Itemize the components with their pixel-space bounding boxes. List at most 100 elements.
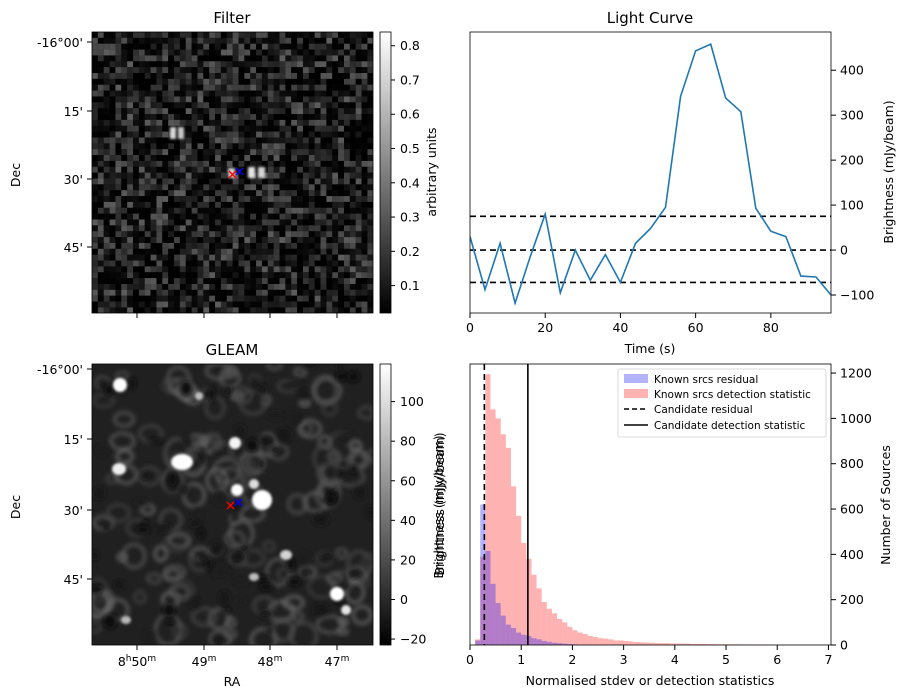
residual-bar [551, 642, 558, 645]
histogram-y-tick-label-0: 0 [840, 638, 848, 653]
histogram-candidate-lines [483, 364, 529, 645]
residual-bar [567, 644, 573, 645]
gleam-ra-tick-3: 47m [325, 654, 350, 669]
filter-red-x-marker [228, 170, 237, 179]
filter-noise-texture [92, 32, 373, 313]
gleam-dec-tick-2: 30' [64, 503, 83, 518]
detection-bar [551, 613, 558, 645]
light-curve-x-tick-label-2: 40 [612, 320, 628, 335]
detection-bar [608, 639, 614, 645]
light-curve-ylabel: Brightness (mJy/beam) [881, 100, 896, 243]
residual-bar [526, 635, 532, 645]
filter-ra-tick-marks [136, 313, 338, 318]
filter-colorbar-ticks: 0.1 0.2 0.3 0.4 0.5 0.6 0.7 0.8 [391, 38, 420, 293]
filter-dec-tick-1: 15' [64, 104, 83, 119]
light-curve-y-tick-label-1: 0 [840, 243, 848, 258]
histogram-y-ticks: 0 200 400 600 800 1000 1200 [831, 366, 872, 653]
histogram-bars [475, 374, 829, 645]
detection-bar [664, 643, 670, 645]
light-curve-series [470, 42, 831, 306]
detection-bar [623, 640, 629, 645]
residual-bar [546, 641, 552, 645]
detection-bar [695, 643, 701, 645]
detection-bar [500, 434, 506, 645]
detection-bar [669, 643, 675, 645]
legend-label-candidate-detection: Candidate detection statistic [654, 420, 806, 432]
gleam-dec-tick-3: 45' [64, 572, 83, 587]
filter-colorbar [379, 31, 392, 314]
residual-bar [557, 643, 563, 645]
light-curve-x-tick-label-4: 80 [763, 320, 779, 335]
filter-blue-x-marker [235, 167, 244, 176]
detection-bar [644, 642, 650, 645]
filter-cb-tick-0: 0.1 [400, 278, 420, 293]
detection-bar [659, 643, 665, 645]
detection-bar [685, 643, 691, 645]
detection-bar [587, 635, 593, 645]
light-curve-y-ticks: −100 0 100 200 300 400 [831, 63, 874, 303]
gleam-dec-tick-1: 15' [64, 432, 83, 447]
residual-bar [510, 628, 517, 645]
filter-cb-tick-1: 0.2 [400, 244, 420, 259]
gleam-cb-tick-0: −20 [400, 632, 426, 647]
detection-bar [710, 644, 716, 645]
filter-cb-tick-4: 0.5 [400, 141, 420, 156]
gleam-cb-tick-3: 40 [400, 513, 416, 528]
detection-bar [480, 556, 486, 645]
histogram-x-tick-label-6: 6 [773, 652, 781, 667]
filter-dec-tick-0: -16°00' [37, 35, 83, 50]
filter-panel: Filter -16°00' 15' 30' 45' [8, 9, 439, 318]
filter-ylabel: Dec [8, 163, 23, 187]
residual-bar [490, 583, 496, 645]
residual-bar [505, 624, 511, 645]
histogram-y-tick-label-2: 400 [840, 547, 864, 562]
histogram-x-tick-label-4: 4 [671, 652, 679, 667]
gleam-cb-tick-4: 60 [400, 473, 416, 488]
gleam-xlabel: RA [224, 674, 241, 689]
gleam-colorbar-ticks: −20 0 20 40 60 80 100 [391, 394, 426, 647]
gleam-ra-ticks: 8h50m 49m 48m 47m [118, 645, 350, 669]
gleam-ra-tick-2: 48m [258, 654, 283, 669]
filter-dec-tick-2: 30' [64, 172, 83, 187]
legend-label-candidate-residual: Candidate residual [654, 404, 753, 416]
histogram-y-tick-label-6: 1200 [840, 366, 872, 381]
histogram-y-tick-label-3: 600 [840, 502, 864, 517]
residual-bar [475, 640, 481, 645]
residual-bar [531, 638, 537, 645]
filter-cb-tick-7: 0.8 [400, 38, 420, 53]
detection-bar [572, 630, 578, 645]
legend-swatch-detection [624, 389, 648, 398]
histogram-x-ticks: 0 1 2 3 4 5 6 7 [466, 645, 832, 667]
histogram-y-tick-label-1: 200 [840, 592, 864, 607]
residual-bar [480, 504, 486, 645]
histogram-y-tick-label-5: 1000 [840, 411, 872, 426]
detection-bar [475, 639, 481, 645]
histogram-x-tick-label-5: 5 [722, 652, 730, 667]
legend-swatch-residual [624, 374, 648, 383]
gleam-background-texture [92, 364, 373, 645]
detection-bar [705, 644, 711, 645]
residual-bar [536, 639, 542, 645]
gleam-dec-tick-0: -16°00' [37, 362, 83, 377]
legend-label-residual: Known srcs residual [654, 374, 758, 386]
detection-bar [485, 374, 491, 645]
light-curve-x-tick-label-3: 60 [688, 320, 704, 335]
gleam-dec-ticks: -16°00' 15' 30' 45' [37, 362, 92, 587]
gleam-colorbar [379, 363, 392, 646]
histogram-x-tick-label-1: 1 [517, 652, 525, 667]
residual-bar [485, 550, 491, 645]
histogram-chart: 0 1 2 3 4 5 6 7 0 200 400 600 800 1000 1200 Normalise… [431, 363, 893, 688]
histogram-x-tick-label-0: 0 [466, 652, 474, 667]
light-curve-threshold-lines [470, 215, 831, 284]
filter-cb-tick-6: 0.7 [400, 72, 420, 87]
detection-bar [598, 638, 604, 645]
histogram-y-tick-label-4: 800 [840, 456, 864, 471]
gleam-cb-tick-6: 100 [400, 394, 424, 409]
light-curve-chart: Light Curve 0 20 40 60 80 −1000100200300400 … [466, 9, 896, 356]
histogram-ylabel: Number of Sources [878, 445, 893, 565]
histogram-legend: Known srcs residual Known srcs detection… [617, 368, 827, 438]
gleam-ra-tick-0: 8h50m [118, 654, 156, 669]
detection-bar [505, 447, 511, 645]
gleam-cb-tick-1: 0 [400, 592, 408, 607]
